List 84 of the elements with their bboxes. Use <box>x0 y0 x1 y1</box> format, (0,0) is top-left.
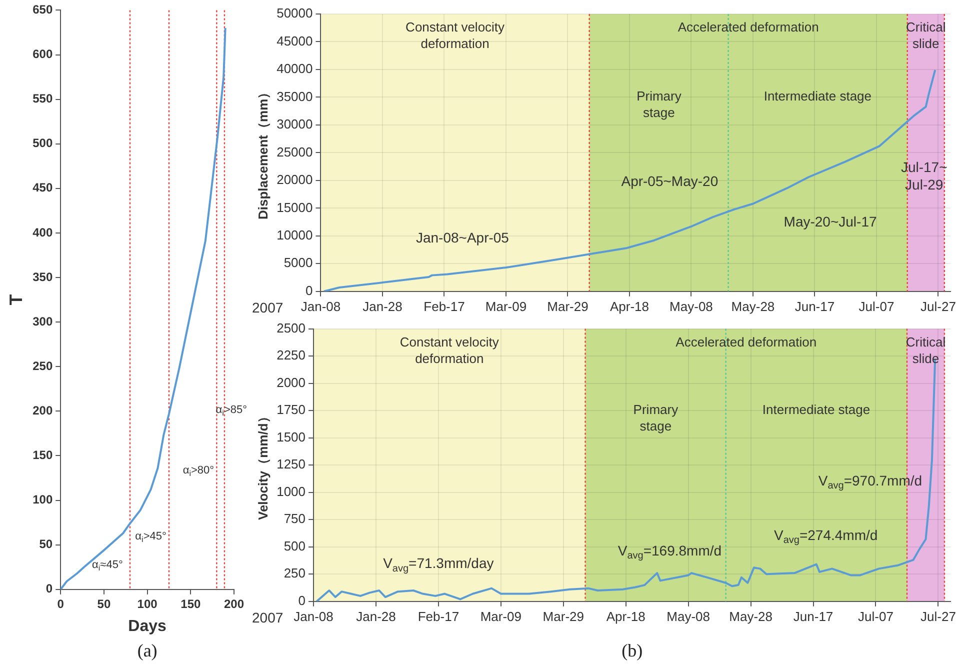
x-tick-label: 200 <box>224 596 244 611</box>
y-tick-label: 20000 <box>276 172 313 188</box>
y-tick-label: 600 <box>32 47 53 62</box>
y-tick-label: 45000 <box>276 33 313 48</box>
y-tick-label: 0 <box>46 582 53 596</box>
y-tick-label: 5000 <box>284 255 313 270</box>
x-tick-label: Mar-09 <box>485 298 527 314</box>
y-tick-label: 25000 <box>276 144 313 160</box>
x-tick-label: Jun-17 <box>793 608 834 624</box>
y-tick-label: 650 <box>32 2 53 17</box>
x-tick-label: May-08 <box>670 298 713 314</box>
y-tick-label: 250 <box>284 566 306 581</box>
y-tick-label: 450 <box>32 180 53 195</box>
y-tick-label: 15000 <box>276 200 313 215</box>
band-label: Critical slide <box>906 20 946 51</box>
text: (b) <box>622 640 643 661</box>
x-tick-label: Jan-28 <box>356 608 396 624</box>
y-tick-label: 1000 <box>276 484 306 499</box>
band-label: Constant velocity deformation <box>406 20 506 51</box>
annotation: Primary stage <box>636 88 682 120</box>
annotation: Intermediate stage <box>764 88 872 104</box>
x-tick-label: Mar-29 <box>547 298 588 314</box>
y-tick-label: 50000 <box>276 6 313 21</box>
x-axis-title: 2007 <box>252 609 284 626</box>
x-tick-label: 0 <box>57 596 64 611</box>
y-tick-label: 500 <box>284 538 306 554</box>
x-tick-label: May-28 <box>729 608 772 624</box>
y-tick-label: 250 <box>32 358 53 373</box>
text: (a) <box>137 640 158 661</box>
annotation: Apr-05~May-20 <box>621 172 718 189</box>
y-axis-title: Displacement（mm） <box>255 86 270 220</box>
y-tick-label: 50 <box>39 537 53 552</box>
x-tick-label: Jul-07 <box>858 298 894 314</box>
y-tick-label: 500 <box>32 136 53 150</box>
y-tick-label: 550 <box>32 92 53 106</box>
annotation: Jan-08~Apr-05 <box>416 230 510 246</box>
x-tick-label: 50 <box>97 596 111 611</box>
x-tick-label: May-08 <box>666 608 710 624</box>
x-tick-label: Feb-17 <box>424 298 465 314</box>
annotation: May-20~Jul-17 <box>784 213 877 230</box>
x-tick-label: Feb-17 <box>418 608 460 624</box>
band-label: Accelerated deformation <box>678 20 819 35</box>
x-tick-label: Jul-07 <box>858 608 894 624</box>
y-tick-label: 1250 <box>276 456 306 472</box>
y-tick-label: 1500 <box>276 429 306 444</box>
y-tick-label: 2500 <box>276 320 306 336</box>
y-tick-label: 150 <box>32 448 53 462</box>
y-tick-label: 35000 <box>276 88 313 104</box>
x-axis-title: 2007 <box>252 299 284 316</box>
y-tick-label: 30000 <box>276 116 313 132</box>
y-tick-label: 300 <box>32 314 53 328</box>
x-axis-title: Days <box>128 618 167 635</box>
annotation: Intermediate stage <box>762 402 870 418</box>
y-tick-label: 350 <box>32 270 53 284</box>
y-axis-title: Velocity（mm/d） <box>255 410 270 520</box>
x-tick-label: Mar-09 <box>480 608 522 624</box>
y-tick-label: 2000 <box>276 374 306 390</box>
y-tick-label: 40000 <box>276 61 313 76</box>
x-tick-label: Jan-28 <box>362 298 402 314</box>
y-tick-label: 750 <box>284 511 306 526</box>
x-tick-label: Apr-18 <box>606 608 646 624</box>
x-tick-label: Jun-17 <box>794 298 835 314</box>
band-label: Critical slide <box>906 334 946 366</box>
x-tick-label: Mar-29 <box>542 608 584 624</box>
x-tick-label: Jan-08 <box>300 298 341 314</box>
y-tick-label: 0 <box>306 282 313 298</box>
y-tick-label: 2250 <box>276 348 306 363</box>
y-tick-label: 1750 <box>276 402 306 418</box>
y-tick-label: 200 <box>32 403 53 418</box>
x-tick-label: Jul-27 <box>920 608 956 624</box>
x-tick-label: Jan-08 <box>294 608 334 624</box>
x-tick-label: May-28 <box>731 298 775 314</box>
x-tick-label: Jul-27 <box>920 298 956 314</box>
band-label: Constant velocity deformation <box>400 334 500 366</box>
x-tick-label: Apr-18 <box>610 298 649 314</box>
annotation: Primary stage <box>633 402 679 434</box>
y-axis-title: T <box>6 294 26 306</box>
x-tick-label: 150 <box>180 596 201 611</box>
y-tick-label: 10000 <box>276 228 313 242</box>
annotation: Jul-17~Jul-29 <box>900 159 948 193</box>
x-tick-label: 100 <box>137 596 158 611</box>
band-label: Accelerated deformation <box>676 334 817 350</box>
y-tick-label: 100 <box>32 492 53 507</box>
y-tick-label: 400 <box>32 225 53 240</box>
